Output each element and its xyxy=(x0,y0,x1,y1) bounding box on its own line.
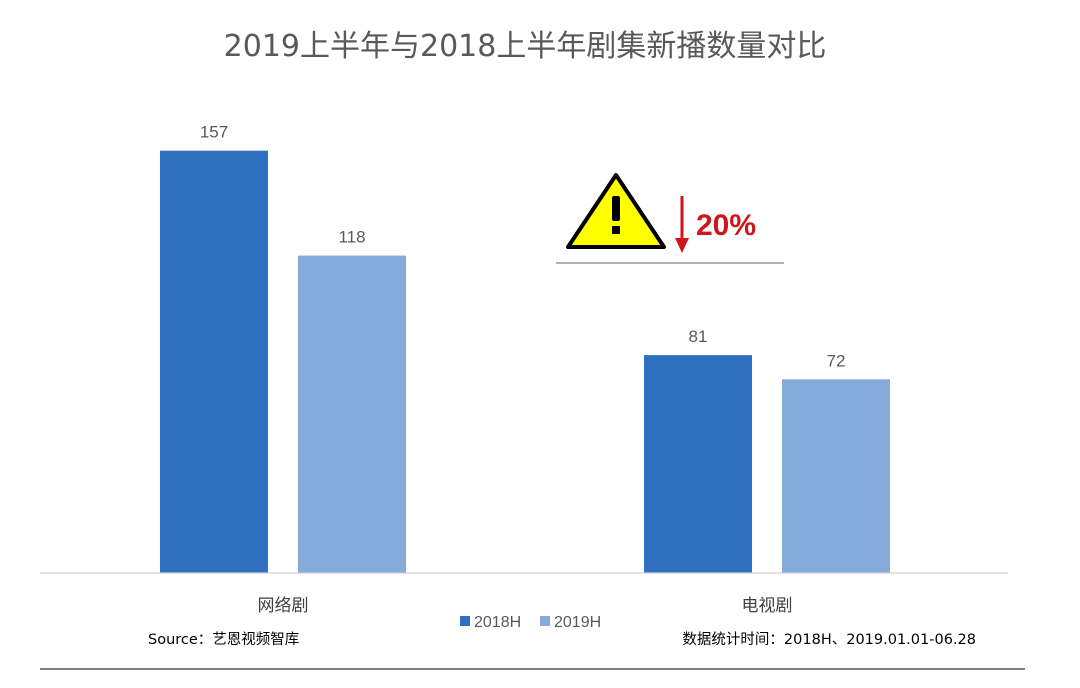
decline-annotation: 20% xyxy=(556,173,784,264)
data-label: 157 xyxy=(200,123,228,142)
legend-swatch xyxy=(460,616,470,626)
legend-swatch xyxy=(540,616,550,626)
bar-2018H-1 xyxy=(644,355,752,573)
category-label: 网络剧 xyxy=(258,596,309,616)
category-labels-layer: 网络剧 电视剧 xyxy=(258,596,793,616)
legend: 2018H 2019H xyxy=(460,614,601,631)
bar-2019H-1 xyxy=(782,379,890,573)
arrow-down-icon xyxy=(675,196,689,253)
chart-title: 2019上半年与2018上半年剧集新播数量对比 xyxy=(224,29,827,64)
category-label: 电视剧 xyxy=(742,596,793,616)
warning-triangle-icon xyxy=(566,173,666,249)
data-labels-layer: 157 118 81 72 xyxy=(200,123,846,371)
decline-percent: 20% xyxy=(696,209,756,242)
source-note: Source：艺恩视频智库 xyxy=(148,631,299,648)
legend-label: 2018H xyxy=(474,614,521,631)
data-label: 72 xyxy=(827,351,846,370)
bar-2018H-0 xyxy=(160,150,268,574)
legend-label: 2019H xyxy=(554,614,601,631)
data-label: 81 xyxy=(689,327,708,346)
bar-2019H-0 xyxy=(298,255,406,573)
bars-layer xyxy=(160,150,890,574)
data-period-note: 数据统计时间：2018H、2019.01.01-06.28 xyxy=(682,631,976,648)
data-label: 118 xyxy=(338,228,365,247)
